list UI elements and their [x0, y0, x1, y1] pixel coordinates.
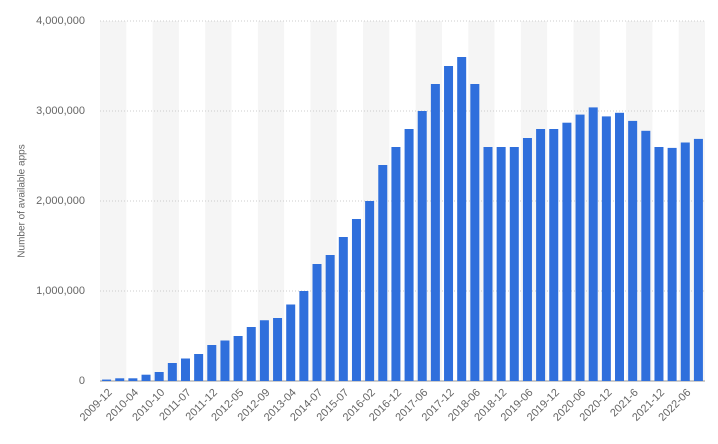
bar [667, 147, 677, 381]
bar [246, 327, 256, 381]
bar [325, 255, 335, 381]
bar [641, 130, 651, 381]
bar [115, 378, 125, 381]
bar [654, 147, 664, 381]
background-band [205, 21, 232, 381]
bar [233, 336, 243, 381]
bar [693, 138, 703, 381]
bar [575, 114, 585, 381]
bar [680, 142, 690, 381]
bar [457, 57, 467, 381]
y-tick-label: 0 [79, 375, 85, 387]
y-tick-label: 4,000,000 [36, 15, 85, 27]
bar [180, 358, 190, 381]
bar [522, 138, 532, 381]
bar [273, 318, 283, 381]
bar [338, 237, 348, 381]
bar [509, 147, 519, 381]
bar [365, 201, 375, 381]
bar [286, 304, 296, 381]
bar [404, 129, 414, 381]
bar [259, 320, 269, 381]
bar [351, 219, 361, 381]
bar [378, 165, 388, 381]
bar [220, 340, 230, 381]
bar [601, 116, 611, 382]
bar [483, 147, 493, 381]
bar [588, 107, 598, 382]
bar [154, 372, 164, 381]
bar [141, 374, 151, 381]
y-tick-label: 1,000,000 [36, 285, 85, 297]
bar [615, 112, 625, 382]
bar [470, 84, 480, 381]
y-axis-label: Number of available apps [17, 144, 28, 257]
bar [562, 122, 572, 381]
bar [417, 111, 427, 381]
bar [312, 264, 322, 381]
bar [299, 291, 309, 381]
bar [496, 147, 506, 381]
bar [549, 129, 559, 381]
bar [102, 379, 112, 381]
bar [628, 120, 638, 382]
bar [194, 354, 204, 381]
bar [444, 66, 454, 381]
bar [207, 345, 217, 381]
y-tick-label: 2,000,000 [36, 195, 85, 207]
bar [128, 378, 138, 381]
bar [167, 363, 177, 381]
y-tick-label: 3,000,000 [36, 105, 85, 117]
bar [536, 129, 546, 381]
bar [430, 84, 440, 381]
bar [391, 147, 401, 381]
background-band [152, 21, 179, 381]
